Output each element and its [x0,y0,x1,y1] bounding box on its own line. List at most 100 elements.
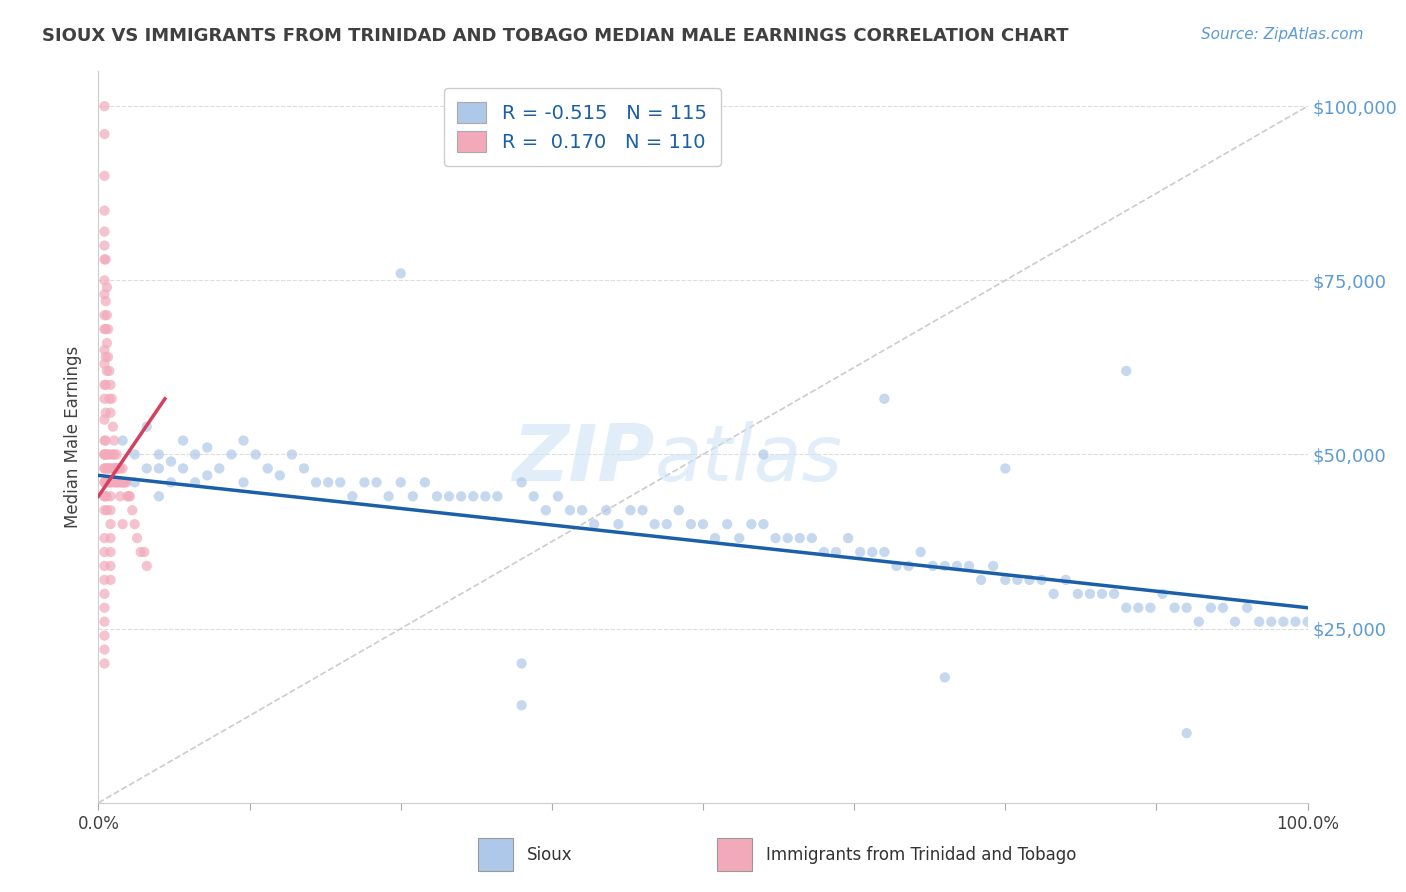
Point [172,461,194,475]
Point [148,461,170,475]
Point [1139,600,1161,615]
Point [93,448,115,462]
Point [93,615,115,629]
Point [463,489,485,503]
Point [93,642,115,657]
Point [108,461,131,475]
Point [1067,587,1090,601]
Point [114,475,136,490]
Point [1163,600,1185,615]
Point [655,517,678,532]
Point [1175,600,1198,615]
Point [1091,587,1114,601]
Point [93,545,115,559]
Point [595,503,617,517]
Point [97,322,120,336]
Point [1007,573,1029,587]
Point [910,545,932,559]
Point [510,698,533,713]
Point [860,545,883,559]
Point [93,573,115,587]
Point [1115,600,1137,615]
Point [100,517,122,532]
Point [96,336,118,351]
Point [103,448,125,462]
Point [631,503,654,517]
Point [93,273,115,287]
Point [104,461,127,475]
Point [135,558,157,573]
Point [1249,615,1271,629]
Point [118,489,141,503]
Point [96,461,118,475]
Point [93,225,115,239]
Point [93,308,115,322]
Point [1188,615,1211,629]
Point [1212,600,1234,615]
Point [117,489,139,503]
Point [679,517,702,532]
Point [316,475,339,490]
Point [1175,726,1198,740]
Point [100,461,122,475]
Point [934,670,956,684]
Point [305,475,328,490]
Point [108,475,131,490]
Point [93,343,115,357]
Point [837,531,859,545]
Point [100,489,122,503]
Point [221,448,243,462]
Point [121,503,143,517]
Point [1223,615,1246,629]
Point [93,238,115,252]
Point [269,468,291,483]
Point [1199,600,1222,615]
Point [160,454,183,468]
Text: ZIP: ZIP [512,421,655,497]
Point [96,475,118,490]
FancyBboxPatch shape [478,838,513,871]
Point [127,531,149,545]
Point [101,475,124,490]
Point [1054,573,1077,587]
Point [1236,600,1258,615]
Point [825,545,848,559]
Point [96,364,118,378]
Point [100,406,122,420]
Point [129,545,152,559]
Point [93,287,115,301]
Point [100,573,122,587]
Point [1284,615,1306,629]
Point [1128,600,1150,615]
Point [716,517,738,532]
Point [1018,573,1040,587]
Point [100,448,122,462]
Point [172,434,194,448]
Point [558,503,581,517]
Point [389,475,412,490]
Point [93,503,115,517]
Point [148,489,170,503]
Point [934,558,956,573]
Point [93,475,115,490]
Point [474,489,496,503]
Point [96,489,118,503]
Point [1042,587,1064,601]
Point [329,475,352,490]
Point [100,392,122,406]
Point [1152,587,1174,601]
Point [124,517,146,532]
Point [93,657,115,671]
Point [104,475,127,490]
Point [668,503,690,517]
Point [101,419,124,434]
Point [981,558,1004,573]
Point [101,461,124,475]
Point [93,489,115,503]
Point [100,545,122,559]
Point [108,489,131,503]
Point [111,434,134,448]
Point [93,203,115,218]
Point [134,545,156,559]
Point [765,531,787,545]
